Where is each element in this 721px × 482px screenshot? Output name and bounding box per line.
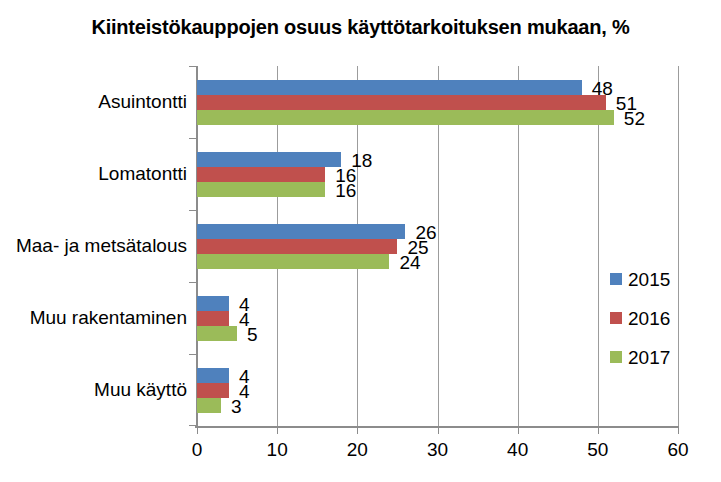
category-label: Muu rakentaminen bbox=[0, 282, 187, 354]
legend-swatch-icon bbox=[610, 351, 622, 363]
x-axis-tick bbox=[518, 428, 519, 434]
bar-2016 bbox=[197, 239, 397, 254]
legend-label: 2016 bbox=[628, 309, 670, 328]
legend-label: 2017 bbox=[628, 348, 670, 367]
y-axis-tick bbox=[189, 425, 196, 426]
x-axis-tick bbox=[438, 428, 439, 434]
bar-2015 bbox=[197, 224, 405, 239]
x-axis-tick bbox=[357, 428, 358, 434]
y-axis-tick bbox=[189, 138, 196, 139]
bar-2016 bbox=[197, 383, 229, 398]
category-label: Maa- ja metsätalous bbox=[0, 210, 187, 282]
y-axis-tick bbox=[189, 354, 196, 355]
bar-2016 bbox=[197, 167, 325, 182]
bar-2015 bbox=[197, 80, 582, 95]
bar-2017 bbox=[197, 398, 221, 413]
bar-2017 bbox=[197, 182, 325, 197]
x-axis-tick bbox=[277, 428, 278, 434]
category-axis: AsuintonttiLomatonttiMaa- ja metsätalous… bbox=[0, 66, 187, 426]
y-axis-tick bbox=[189, 66, 196, 67]
data-label: 52 bbox=[624, 109, 645, 128]
x-axis-tick bbox=[197, 428, 198, 434]
bar-2016 bbox=[197, 95, 606, 110]
x-axis-tick bbox=[678, 428, 679, 434]
bar-2017 bbox=[197, 254, 389, 269]
category-label: Muu käyttö bbox=[0, 354, 187, 426]
legend-item-2017: 2017 bbox=[610, 346, 670, 368]
bar-2015 bbox=[197, 296, 229, 311]
legend-item-2016: 2016 bbox=[610, 307, 670, 329]
x-axis-tick bbox=[598, 428, 599, 434]
legend-item-2015: 2015 bbox=[610, 268, 670, 290]
legend-swatch-icon bbox=[610, 312, 622, 324]
legend-label: 2015 bbox=[628, 270, 670, 289]
data-label: 16 bbox=[335, 181, 356, 200]
x-tick-label: 0 bbox=[192, 440, 203, 459]
bar-2017 bbox=[197, 326, 237, 341]
x-tick-label: 10 bbox=[267, 440, 288, 459]
y-axis-tick bbox=[189, 282, 196, 283]
category-label: Lomatontti bbox=[0, 138, 187, 210]
value-axis: 0102030405060 bbox=[197, 440, 678, 464]
legend-swatch-icon bbox=[610, 273, 622, 285]
bar-2016 bbox=[197, 311, 229, 326]
grid-line bbox=[678, 66, 679, 426]
y-axis-tick bbox=[189, 210, 196, 211]
chart-title: Kiinteistökauppojen osuus käyttötarkoitu… bbox=[0, 16, 721, 39]
data-label: 3 bbox=[231, 397, 242, 416]
x-tick-label: 30 bbox=[427, 440, 448, 459]
bar-chart: Kiinteistökauppojen osuus käyttötarkoitu… bbox=[0, 0, 721, 482]
bar-2015 bbox=[197, 368, 229, 383]
data-label: 5 bbox=[247, 325, 258, 344]
x-tick-label: 20 bbox=[347, 440, 368, 459]
bar-2017 bbox=[197, 110, 614, 125]
bar-2015 bbox=[197, 152, 341, 167]
plot-area: 485152181616262524445443 bbox=[197, 66, 678, 426]
x-tick-label: 50 bbox=[587, 440, 608, 459]
x-tick-label: 60 bbox=[667, 440, 688, 459]
data-label: 24 bbox=[399, 253, 420, 272]
category-label: Asuintontti bbox=[0, 66, 187, 138]
x-tick-label: 40 bbox=[507, 440, 528, 459]
